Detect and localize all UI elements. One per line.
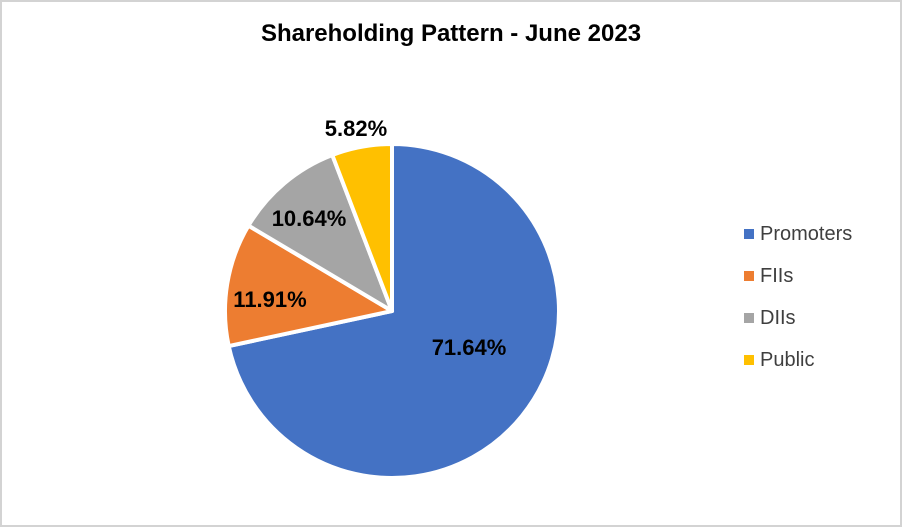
legend-item-promoters[interactable]: Promoters — [744, 224, 852, 244]
legend-label-public: Public — [760, 349, 815, 371]
legend: Promoters FIIs DIIs Public — [744, 224, 852, 370]
legend-item-public[interactable]: Public — [744, 350, 852, 370]
data-label-promoters: 71.64% — [431, 335, 507, 360]
legend-item-diis[interactable]: DIIs — [744, 308, 852, 328]
chart-title: Shareholding Pattern - June 2023 — [260, 20, 642, 47]
pie-slice-public[interactable] — [330, 142, 394, 313]
data-label-diis: 10.64% — [271, 206, 347, 231]
legend-marker-promoters — [744, 229, 754, 239]
pie-slice-fiis[interactable] — [223, 223, 394, 349]
legend-label-promoters: Promoters — [760, 223, 853, 245]
legend-marker-diis — [744, 313, 754, 323]
data-label-public: 5.82% — [324, 116, 388, 141]
legend-item-fiis[interactable]: FIIs — [744, 266, 852, 286]
legend-marker-public — [744, 355, 754, 365]
legend-label-diis: DIIs — [760, 307, 796, 329]
legend-marker-fiis — [744, 271, 754, 281]
data-label-fiis: 11.91% — [233, 287, 307, 312]
legend-label-fiis: FIIs — [760, 265, 794, 287]
pie-slice-diis[interactable] — [246, 153, 394, 313]
